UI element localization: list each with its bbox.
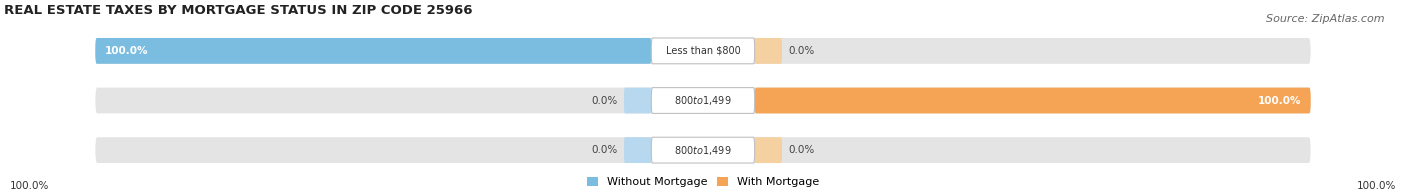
Text: 100.0%: 100.0% [1258, 96, 1302, 105]
FancyBboxPatch shape [624, 88, 651, 113]
Text: 0.0%: 0.0% [592, 96, 617, 105]
Text: 100.0%: 100.0% [10, 181, 49, 191]
FancyBboxPatch shape [651, 88, 755, 113]
Text: 0.0%: 0.0% [789, 145, 814, 155]
Text: $800 to $1,499: $800 to $1,499 [675, 94, 731, 107]
FancyBboxPatch shape [755, 137, 782, 163]
Text: 100.0%: 100.0% [1357, 181, 1396, 191]
FancyBboxPatch shape [651, 137, 755, 163]
Text: $800 to $1,499: $800 to $1,499 [675, 144, 731, 157]
Text: Source: ZipAtlas.com: Source: ZipAtlas.com [1267, 14, 1385, 24]
Text: 0.0%: 0.0% [592, 145, 617, 155]
FancyBboxPatch shape [624, 137, 651, 163]
FancyBboxPatch shape [96, 88, 1310, 113]
Text: 0.0%: 0.0% [789, 46, 814, 56]
FancyBboxPatch shape [651, 38, 755, 64]
FancyBboxPatch shape [755, 38, 782, 64]
FancyBboxPatch shape [96, 137, 1310, 163]
Text: Less than $800: Less than $800 [665, 46, 741, 56]
Text: REAL ESTATE TAXES BY MORTGAGE STATUS IN ZIP CODE 25966: REAL ESTATE TAXES BY MORTGAGE STATUS IN … [4, 4, 472, 17]
Legend: Without Mortgage, With Mortgage: Without Mortgage, With Mortgage [588, 177, 818, 187]
Text: 100.0%: 100.0% [104, 46, 148, 56]
FancyBboxPatch shape [96, 38, 651, 64]
FancyBboxPatch shape [755, 88, 1310, 113]
FancyBboxPatch shape [96, 38, 1310, 64]
